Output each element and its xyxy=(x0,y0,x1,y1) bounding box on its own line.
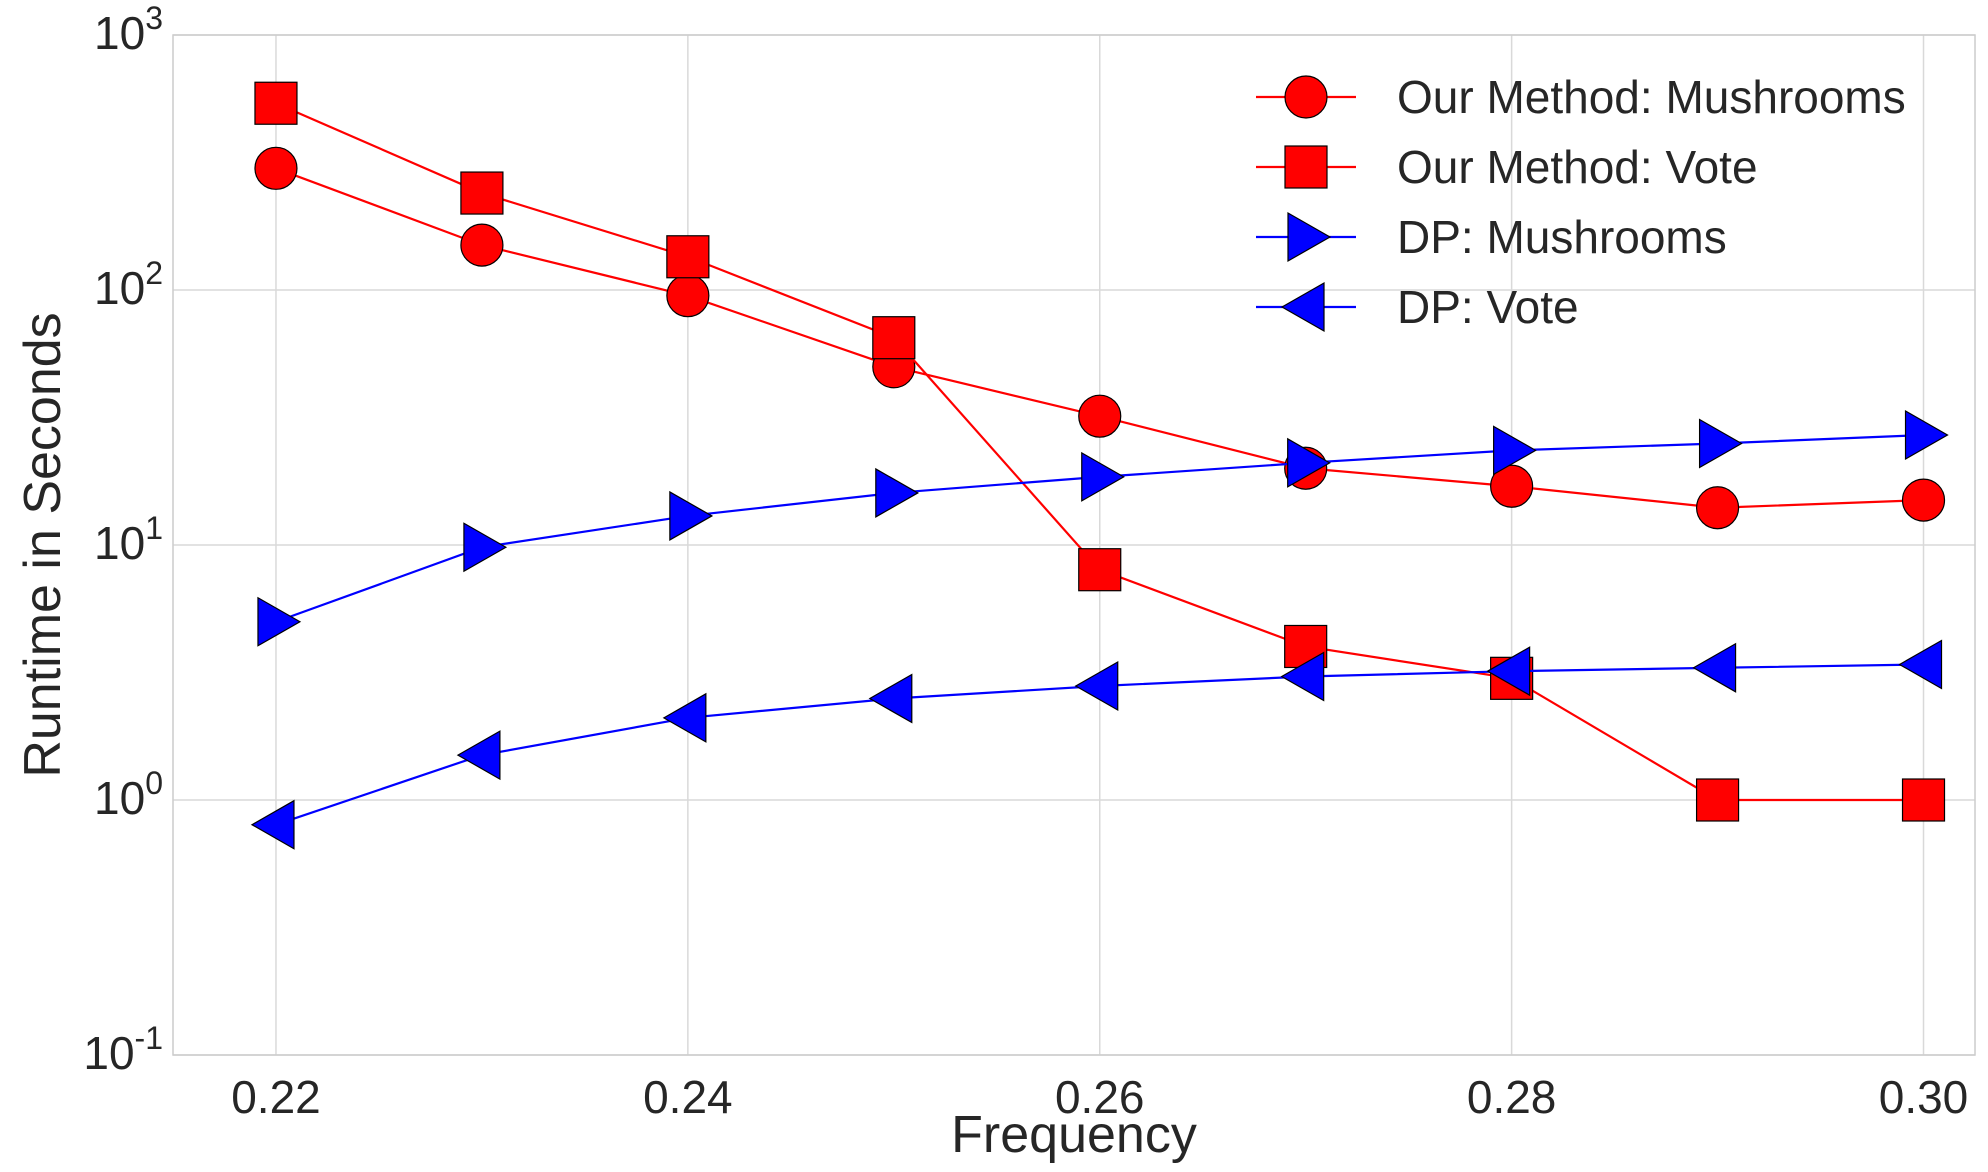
legend-item-our-method-mushrooms: Our Method: Mushrooms xyxy=(1256,71,1906,123)
y-tick-base: 10 xyxy=(94,262,145,314)
series-dp-vote xyxy=(250,639,1943,850)
data-point-dp-mushrooms xyxy=(1904,409,1949,461)
data-point-dp-vote xyxy=(1280,651,1325,702)
data-point-our-method-vote xyxy=(1695,778,1740,822)
x-tick-label: 0.30 xyxy=(1879,1071,1969,1123)
y-axis-label: Runtime in Seconds xyxy=(14,312,72,777)
legend-marker xyxy=(1287,211,1332,263)
y-tick-base: 10 xyxy=(94,772,145,824)
series-our-method-vote xyxy=(254,81,1946,822)
legend-marker xyxy=(1284,75,1328,119)
y-tick-label: 103 xyxy=(94,0,163,59)
x-tick-label: 0.28 xyxy=(1467,1071,1557,1123)
series-layer xyxy=(250,81,1949,850)
data-point-dp-mushrooms xyxy=(257,596,302,647)
data-point-our-method-mushrooms xyxy=(1695,486,1740,530)
legend-item-dp-vote: DP: Vote xyxy=(1256,281,1579,333)
x-tick-labels: 0.22 0.24 0.26 0.28 0.30 xyxy=(231,1071,1968,1123)
legend: Our Method: Mushrooms Our Method: Vote DP:… xyxy=(1256,71,1906,333)
y-tick-label: 10-1 xyxy=(83,1020,163,1079)
data-point-dp-mushrooms xyxy=(1698,418,1743,469)
x-tick-label: 0.26 xyxy=(1055,1071,1145,1123)
data-point-dp-vote xyxy=(250,799,295,850)
y-tick-label: 102 xyxy=(94,255,163,314)
data-point-dp-vote xyxy=(868,673,913,724)
data-point-dp-mushrooms xyxy=(875,467,920,518)
data-point-our-method-vote xyxy=(460,171,504,215)
legend-label: DP: Vote xyxy=(1397,281,1579,333)
data-point-dp-mushrooms xyxy=(669,490,714,541)
data-point-our-method-mushrooms xyxy=(460,223,504,267)
data-point-our-method-mushrooms xyxy=(1490,464,1534,508)
legend-label: Our Method: Mushrooms xyxy=(1397,71,1906,123)
data-point-dp-mushrooms xyxy=(463,522,508,573)
y-tick-base: 10 xyxy=(83,1027,134,1079)
data-point-our-method-vote xyxy=(872,316,916,360)
series-dp-mushrooms xyxy=(257,409,1949,647)
y-tick-exponent: -1 xyxy=(135,1020,163,1056)
legend-marker xyxy=(1280,281,1325,333)
data-point-dp-mushrooms xyxy=(1493,425,1537,476)
data-point-our-method-vote xyxy=(1078,548,1122,592)
plot-frame xyxy=(172,34,1976,1056)
legend-item-dp-mushrooms: DP: Mushrooms xyxy=(1256,211,1727,263)
y-tick-label: 100 xyxy=(94,765,163,824)
y-tick-exponent: 1 xyxy=(145,510,163,546)
data-point-dp-vote xyxy=(1692,642,1737,693)
data-point-our-method-vote xyxy=(1901,778,1946,822)
x-axis-label: Frequency xyxy=(951,1106,1197,1164)
y-tick-exponent: 0 xyxy=(145,765,163,801)
data-point-dp-vote xyxy=(1486,646,1531,697)
data-point-dp-vote xyxy=(1898,639,1943,690)
y-tick-label: 101 xyxy=(94,510,163,569)
data-point-dp-vote xyxy=(1074,660,1119,712)
legend-label: DP: Mushrooms xyxy=(1397,211,1727,263)
y-tick-base: 10 xyxy=(94,517,145,569)
data-point-dp-vote xyxy=(662,692,707,743)
data-point-dp-mushrooms xyxy=(1081,451,1125,502)
x-tick-label: 0.24 xyxy=(643,1071,733,1123)
data-point-our-method-mushrooms xyxy=(666,274,710,318)
legend-item-our-method-vote: Our Method: Vote xyxy=(1256,141,1758,193)
data-point-our-method-vote xyxy=(254,81,298,125)
data-point-our-method-vote xyxy=(666,235,710,279)
data-point-our-method-mushrooms xyxy=(1901,478,1946,522)
data-point-our-method-mushrooms xyxy=(254,146,298,190)
y-tick-base: 10 xyxy=(94,7,145,59)
x-tick-label: 0.22 xyxy=(231,1071,321,1123)
y-tick-exponent: 3 xyxy=(145,0,163,36)
data-point-dp-vote xyxy=(456,730,501,781)
y-tick-exponent: 2 xyxy=(145,255,163,291)
legend-label: Our Method: Vote xyxy=(1397,141,1758,193)
legend-marker xyxy=(1284,145,1328,189)
data-point-dp-mushrooms xyxy=(1287,437,1331,488)
data-point-our-method-mushrooms xyxy=(1078,394,1122,438)
